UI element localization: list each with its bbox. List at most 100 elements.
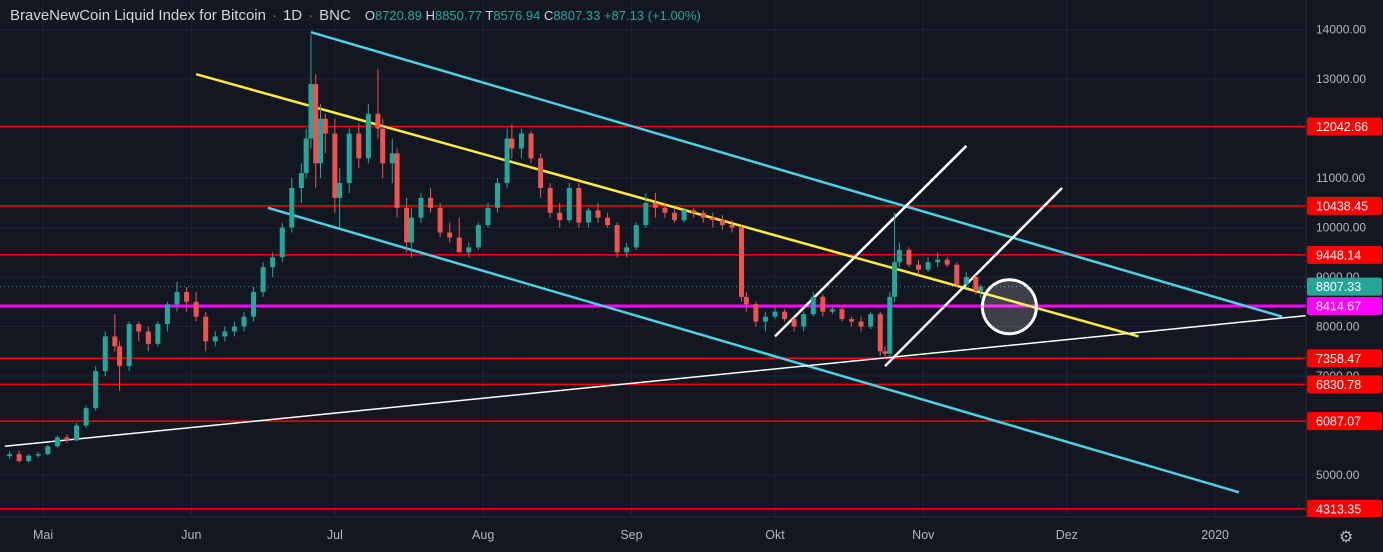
candle-body — [566, 188, 572, 221]
candle-body — [877, 314, 883, 352]
candle-body — [662, 207, 668, 213]
candle-body — [944, 259, 950, 265]
price-label: 8807.33 — [1316, 280, 1361, 294]
candle-body — [375, 113, 381, 129]
y-tick-label: 13000.00 — [1316, 72, 1366, 86]
candle-body — [743, 296, 749, 305]
price-label: 12042.66 — [1316, 120, 1368, 134]
candle-body — [978, 286, 984, 291]
price-label: 8414.67 — [1316, 300, 1361, 314]
candle-body — [820, 296, 826, 312]
candle-body — [7, 454, 13, 457]
candle-body — [394, 153, 400, 208]
candle-body — [74, 425, 80, 441]
gear-icon[interactable]: ⚙ — [1339, 529, 1354, 546]
candle-body — [906, 249, 912, 265]
candle-body — [155, 324, 161, 344]
high-value: 8850.77 — [434, 8, 482, 23]
price-label-bg — [1307, 412, 1382, 431]
candle-body — [729, 225, 735, 228]
candle-body — [337, 183, 343, 198]
candle-body — [810, 296, 816, 315]
candle-body — [313, 84, 319, 164]
candle-body — [16, 454, 22, 462]
candle-body — [270, 257, 276, 268]
candle-body — [298, 173, 304, 188]
candle-body — [193, 301, 199, 317]
candle-body — [485, 207, 491, 226]
price-label: 6087.07 — [1316, 415, 1361, 429]
candle-body — [145, 331, 151, 344]
candle-body — [672, 212, 678, 221]
interval[interactable]: 1D — [282, 7, 303, 24]
candle-body — [509, 138, 515, 149]
candle-body — [466, 247, 472, 253]
yellow-trend-line — [195, 73, 1139, 338]
candle-body — [93, 371, 99, 409]
price-label-bg — [1307, 349, 1382, 368]
candle-body — [83, 408, 89, 426]
candle-body — [26, 455, 32, 462]
candle-body — [739, 227, 745, 297]
candle-body — [829, 309, 835, 312]
price-axis-bg — [1306, 0, 1383, 552]
candle-body — [791, 319, 797, 327]
candle-body — [691, 210, 697, 213]
candle-body — [332, 133, 338, 198]
x-tick-label: Mai — [33, 528, 53, 542]
candle-body — [868, 314, 874, 327]
separator: · — [271, 7, 277, 24]
candle-body — [892, 262, 898, 297]
white-channel-1-line — [774, 145, 968, 338]
candle-body — [164, 304, 170, 325]
price-label-bg — [1307, 375, 1382, 394]
open-value: 8720.89 — [374, 8, 422, 23]
x-tick-label: Nov — [912, 528, 935, 542]
candle-body — [136, 324, 142, 332]
low-value: 8576.94 — [493, 8, 541, 23]
candle-body — [437, 207, 443, 233]
close-value: 8807.33 — [553, 8, 601, 23]
candle-body — [801, 314, 807, 327]
candle-body — [528, 133, 534, 159]
candle-body — [973, 277, 979, 291]
candle-body — [605, 217, 611, 226]
candle-body — [518, 133, 524, 149]
candle-body — [365, 113, 371, 159]
exchange: BNC — [319, 7, 351, 24]
ohlc-values: O8720.89 H8850.77 T8576.94 C8807.33 +87.… — [364, 8, 701, 23]
candle-body — [882, 351, 888, 354]
x-tick-label: Dez — [1056, 528, 1078, 542]
white-channel-2-line — [884, 187, 1063, 367]
y-tick-label: 14000.00 — [1316, 23, 1366, 37]
candle-body — [126, 324, 132, 367]
candle-body — [251, 291, 257, 317]
candle-body — [896, 249, 902, 263]
candle-body — [289, 188, 295, 228]
price-label-bg — [1307, 277, 1382, 296]
candle-body — [380, 128, 386, 164]
candle-body — [762, 316, 768, 322]
separator: · — [308, 7, 314, 24]
candle-body — [260, 267, 266, 292]
candle-body — [887, 296, 893, 354]
candle-body — [595, 210, 601, 218]
candle-body — [614, 225, 620, 253]
candle-body — [54, 437, 60, 447]
candle-body — [504, 138, 510, 184]
candle-body — [849, 319, 855, 322]
channel-upper-line — [310, 30, 1283, 318]
symbol-name[interactable]: BraveNewCoin Liquid Index for Bitcoin — [10, 7, 266, 24]
candle-body — [279, 227, 285, 258]
x-tick-label: Jun — [181, 528, 201, 542]
y-tick-label: 8000.00 — [1316, 320, 1360, 334]
candle-body — [447, 232, 453, 238]
channel-lower-line — [267, 206, 1240, 494]
x-tick-label: Okt — [765, 528, 785, 542]
candle-body — [203, 316, 209, 342]
candle-body — [418, 197, 424, 218]
time-axis-bg — [0, 517, 1383, 552]
candle-body — [954, 264, 960, 285]
price-label: 7358.47 — [1316, 352, 1361, 366]
